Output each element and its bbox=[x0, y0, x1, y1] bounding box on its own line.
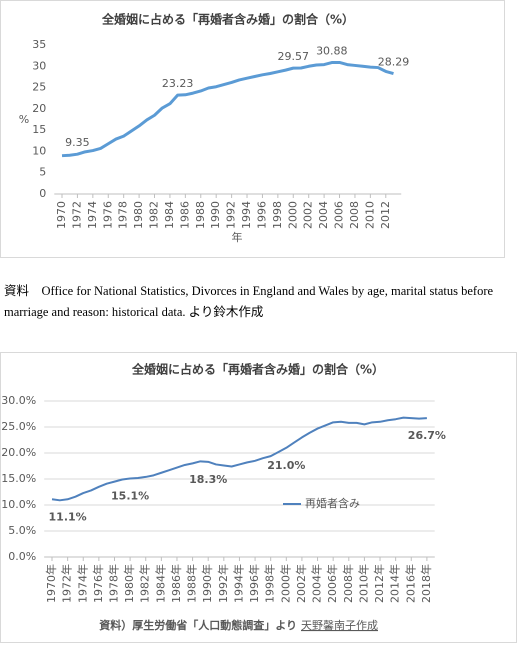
y-tick-label: 30.0% bbox=[1, 394, 36, 407]
x-tick-label: 1988 bbox=[194, 201, 207, 229]
x-tick-label: 1994年 bbox=[231, 564, 245, 603]
x-tick-label: 1996 bbox=[255, 201, 268, 229]
x-tick-label: 1992 bbox=[225, 201, 238, 229]
x-tick-label: 1974年 bbox=[75, 564, 89, 603]
x-tick-label: 2006 bbox=[333, 201, 346, 229]
data-label: 28.29 bbox=[378, 56, 410, 69]
x-tick-label: 1980年 bbox=[122, 564, 136, 603]
y-tick-label: 0.0% bbox=[8, 550, 36, 563]
data-label: 9.35 bbox=[65, 136, 90, 149]
y-tick-label: 15.0% bbox=[1, 472, 36, 485]
x-tick-label: 1990年 bbox=[200, 564, 214, 603]
x-tick-label: 2010年 bbox=[356, 564, 370, 603]
x-tick-label: 1984年 bbox=[153, 564, 167, 603]
x-tick-label: 1972年 bbox=[60, 564, 74, 603]
x-tick-label: 2006年 bbox=[325, 564, 339, 603]
chart-frame bbox=[0, 0, 505, 258]
y-tick-label: 25 bbox=[32, 81, 46, 94]
x-tick-label: 1974 bbox=[86, 201, 99, 229]
y-tick-label: 25.0% bbox=[1, 420, 36, 433]
x-tick-label: 1978 bbox=[117, 201, 130, 229]
x-tick-label: 2014年 bbox=[388, 564, 402, 603]
x-tick-label: 2012 bbox=[379, 201, 392, 229]
x-tick-label: 2016年 bbox=[403, 564, 417, 603]
x-tick-label: 2000 bbox=[286, 201, 299, 229]
data-label: 29.57 bbox=[278, 50, 310, 63]
x-tick-label: 1994 bbox=[240, 201, 253, 229]
x-tick-label: 2008 bbox=[348, 201, 361, 229]
x-tick-label: 1982 bbox=[148, 201, 161, 229]
x-tick-label: 1992年 bbox=[216, 564, 230, 603]
x-tick-label: 2000年 bbox=[278, 564, 292, 603]
x-tick-label: 1970年 bbox=[44, 564, 58, 603]
x-tick-label: 2008年 bbox=[341, 564, 355, 603]
x-tick-label: 2010 bbox=[363, 201, 376, 229]
x-tick-label: 1972 bbox=[70, 201, 83, 229]
y-tick-label: 20.0% bbox=[1, 446, 36, 459]
chart-title: 全婚姻に占める「再婚者含み婚」の割合（%） bbox=[131, 362, 384, 377]
y-tick-label: 0 bbox=[39, 187, 46, 200]
x-tick-label: 1984 bbox=[163, 201, 176, 229]
y-tick-label: 10 bbox=[32, 144, 46, 157]
y-tick-label: 5 bbox=[39, 166, 46, 179]
x-tick-label: 1976 bbox=[101, 201, 114, 229]
x-tick-label: 2012年 bbox=[372, 564, 386, 603]
x-tick-label: 2004 bbox=[317, 201, 330, 229]
data-label: 21.0% bbox=[267, 459, 305, 472]
x-axis-title: 年 bbox=[232, 230, 243, 244]
x-tick-label: 1996年 bbox=[247, 564, 261, 603]
x-tick-label: 1986年 bbox=[169, 564, 183, 603]
data-label: 15.1% bbox=[111, 489, 149, 502]
x-tick-label: 2002 bbox=[302, 201, 315, 229]
x-tick-label: 1980 bbox=[132, 201, 145, 229]
y-axis-title: % bbox=[19, 113, 29, 126]
x-tick-label: 1982年 bbox=[138, 564, 152, 603]
credit-link[interactable]: 天野馨南子作成 bbox=[301, 618, 378, 632]
source: 資料）厚生労働省「人口動態調査」より bbox=[99, 618, 297, 632]
x-tick-label: 2004年 bbox=[310, 564, 324, 603]
x-tick-label: 1978年 bbox=[106, 564, 120, 603]
y-tick-label: 30 bbox=[32, 59, 46, 72]
y-tick-label: 20 bbox=[32, 102, 46, 115]
line bbox=[61, 60, 394, 158]
y-tick-label: 5.0% bbox=[8, 524, 36, 537]
x-tick-label: 1998年 bbox=[263, 564, 277, 603]
data-label: 23.23 bbox=[162, 77, 194, 90]
y-tick-label: 10.0% bbox=[1, 498, 36, 511]
y-tick-label: 35 bbox=[32, 38, 46, 51]
x-tick-label: 1998 bbox=[271, 201, 284, 229]
data-label: 26.7% bbox=[408, 429, 446, 442]
legend-label: 再婚者含み bbox=[305, 496, 360, 510]
y-tick-label: 15 bbox=[32, 123, 46, 136]
x-tick-label: 1988年 bbox=[185, 564, 199, 603]
data-label: 18.3% bbox=[189, 473, 227, 486]
x-tick-label: 1990 bbox=[209, 201, 222, 229]
x-tick-label: 1986 bbox=[178, 201, 191, 229]
line bbox=[51, 416, 427, 502]
data-label: 11.1% bbox=[49, 510, 87, 523]
caption: 資料 Office for National Statistics, Divor… bbox=[4, 284, 494, 319]
chart-title: 全婚姻に占める「再婚者含み婚」の割合（%） bbox=[101, 12, 354, 27]
data-label: 30.88 bbox=[316, 45, 348, 58]
x-tick-label: 1970 bbox=[55, 201, 68, 229]
x-tick-label: 1976年 bbox=[91, 564, 105, 603]
x-tick-label: 2018年 bbox=[419, 564, 433, 603]
x-tick-label: 2002年 bbox=[294, 564, 308, 603]
